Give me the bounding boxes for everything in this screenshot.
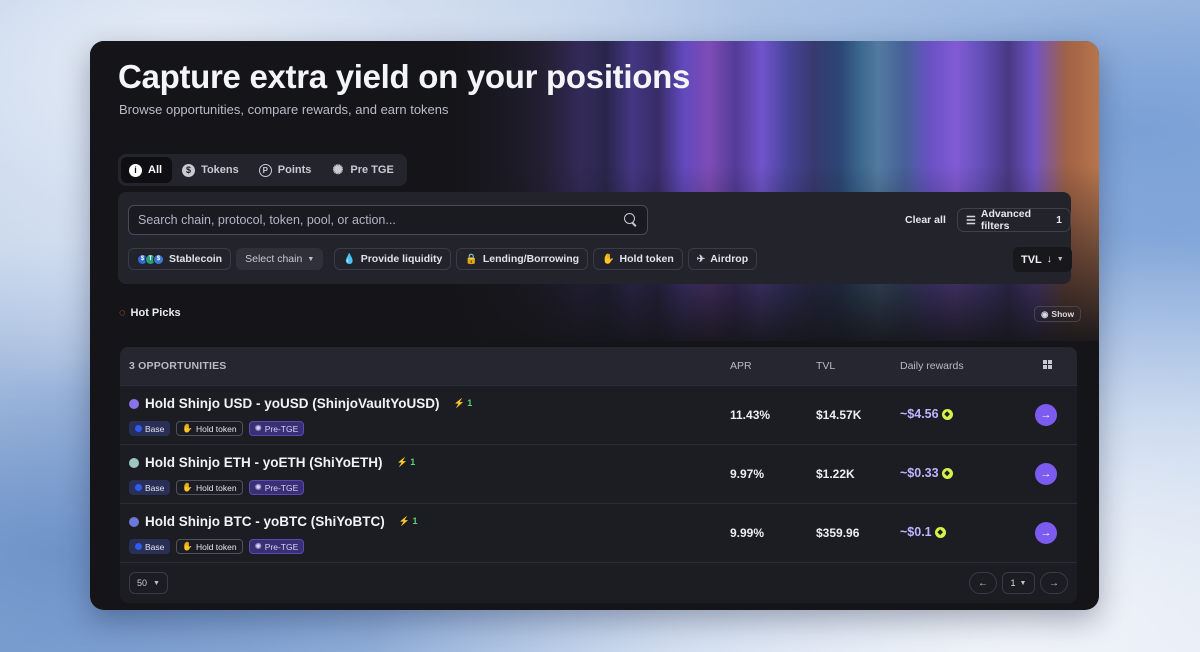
search-icon[interactable] [624, 213, 638, 227]
chip-stablecoin[interactable]: $ T $ Stablecoin [128, 248, 232, 270]
chip-hold-token[interactable]: ✋ Hold token [593, 248, 683, 270]
page-title: Capture extra yield on your positions [118, 58, 691, 95]
next-page-button[interactable]: → [1040, 572, 1068, 594]
dollar-icon: $ [182, 163, 196, 177]
hot-picks-heading: ◌ Hot Picks [119, 307, 181, 319]
hand-icon: ✋ [182, 541, 193, 551]
opportunities-table: 3 OPPORTUNITIES APR TVL Daily rewards Ho… [120, 347, 1077, 603]
sparkle-icon: ✺ [332, 162, 344, 177]
page-subtitle: Browse opportunities, compare rewards, a… [119, 102, 449, 117]
opportunity-name[interactable]: Hold Shinjo BTC - yoBTC (ShiYoBTC) [145, 514, 385, 529]
previous-page-button[interactable]: ← [969, 572, 997, 594]
sparkle-icon: ✺ [254, 541, 262, 551]
reward-token-icon: ◆ [941, 408, 953, 420]
sparkle-icon: ✺ [254, 482, 262, 492]
open-opportunity-button[interactable]: → [1035, 463, 1057, 485]
open-opportunity-button[interactable]: → [1035, 404, 1057, 426]
tvl-value: $14.57K [816, 408, 862, 422]
sparkle-icon: ✺ [254, 423, 262, 433]
boost-badge: ⚡ 1 [398, 516, 418, 526]
arrow-down-icon: ↓ [1046, 254, 1052, 265]
tvl-value: $359.96 [816, 526, 860, 540]
hand-icon: ✋ [182, 423, 193, 433]
base-chain-icon [135, 543, 142, 550]
opportunities-card: Capture extra yield on your positions Br… [90, 41, 1099, 610]
page-select[interactable]: 1 ▼ [1002, 572, 1035, 594]
reward-token-icon: ◆ [934, 526, 946, 538]
boost-badge: ⚡ 1 [453, 398, 473, 408]
opportunity-name[interactable]: Hold Shinjo USD - yoUSD (ShinjoVaultYoUS… [145, 396, 440, 411]
sliders-icon: ☰ [966, 214, 976, 227]
token-dot-icon [129, 457, 139, 468]
tab-all[interactable]: i All [121, 157, 173, 183]
tvl-value: $1.22K [816, 467, 855, 481]
table-header: 3 OPPORTUNITIES APR TVL Daily rewards [120, 347, 1077, 385]
column-header-apr[interactable]: APR [730, 360, 752, 372]
hand-icon: ✋ [602, 253, 615, 265]
stablecoin-icon: $ T $ [137, 253, 164, 265]
apr-value: 9.97% [730, 467, 765, 481]
info-icon: i [129, 163, 142, 177]
grid-view-icon[interactable] [1043, 360, 1052, 369]
token-dot-icon [129, 516, 139, 527]
table-row[interactable]: Hold Shinjo USD - yoUSD (ShinjoVaultYoUS… [120, 385, 1077, 444]
chain-tag: Base [129, 539, 171, 554]
opportunity-type-tabs: i All $ Tokens P Points ✺ Pre TGE [118, 154, 407, 186]
chain-tag: Base [129, 480, 171, 495]
chip-provide-liquidity[interactable]: 💧 Provide liquidity [334, 248, 452, 270]
action-tag: ✋ Hold token [176, 539, 243, 554]
opportunities-count: 3 OPPORTUNITIES [129, 360, 227, 372]
opportunity-name[interactable]: Hold Shinjo ETH - yoETH (ShiYoETH) [145, 455, 383, 470]
boost-badge: ⚡ 1 [396, 457, 416, 467]
chevron-down-icon: ▼ [1019, 579, 1027, 587]
base-chain-icon [135, 425, 142, 432]
sort-dropdown[interactable]: TVL ↓ ▼ [1013, 247, 1072, 272]
column-header-daily-rewards[interactable]: Daily rewards [900, 360, 964, 372]
advanced-filters-button[interactable]: ☰ Advanced filters 1 [957, 208, 1071, 232]
apr-value: 11.43% [730, 408, 771, 422]
search-input[interactable] [129, 213, 624, 227]
token-dot-icon [129, 398, 139, 409]
table-row[interactable]: Hold Shinjo BTC - yoBTC (ShiYoBTC) ⚡ 1 B… [120, 503, 1077, 562]
tab-points[interactable]: P Points [251, 157, 322, 183]
droplet-icon: 💧 [343, 253, 356, 265]
action-tag: ✋ Hold token [176, 421, 243, 436]
clear-all-button[interactable]: Clear all [905, 214, 946, 226]
table-row[interactable]: Hold Shinjo ETH - yoETH (ShiYoETH) ⚡ 1 B… [120, 444, 1077, 503]
action-tag: ✋ Hold token [176, 480, 243, 495]
lock-icon: 🔒 [465, 253, 478, 265]
filter-panel: Clear all ☰ Advanced filters 1 $T$ Stabl… [118, 192, 1072, 284]
daily-rewards-value: ~$4.56 ◆ [900, 407, 953, 421]
tab-tokens[interactable]: $ Tokens [174, 157, 249, 183]
filter-chips: $ T $ Stablecoin Select chain ▼ 💧 Provide … [128, 248, 758, 270]
base-chain-icon [135, 484, 142, 491]
points-icon: P [258, 163, 272, 177]
chevron-down-icon: ▼ [1056, 256, 1064, 263]
open-opportunity-button[interactable]: → [1035, 522, 1057, 544]
select-chain-dropdown[interactable]: Select chain ▼ [236, 248, 324, 270]
hand-icon: ✋ [182, 482, 193, 492]
pagination-bar: 50 ▼ ← 1 ▼ → [120, 562, 1077, 603]
status-tag: ✺ Pre-TGE [248, 539, 305, 554]
chain-tag: Base [129, 421, 171, 436]
chip-lending-borrowing[interactable]: 🔒 Lending/Borrowing [456, 248, 589, 270]
per-page-select[interactable]: 50 ▼ [129, 572, 168, 594]
airdrop-icon: ✈ [696, 253, 706, 265]
reward-token-icon: ◆ [941, 467, 953, 479]
chevron-down-icon: ▼ [307, 255, 315, 263]
status-tag: ✺ Pre-TGE [248, 421, 305, 436]
status-tag: ✺ Pre-TGE [248, 480, 305, 495]
apr-value: 9.99% [730, 526, 765, 540]
tab-pre-tge[interactable]: ✺ Pre TGE [332, 162, 394, 177]
advanced-filters-count: 1 [1056, 214, 1062, 226]
flame-icon: ◌ [119, 307, 126, 319]
show-hot-picks-button[interactable]: ◉ Show [1034, 306, 1082, 322]
chevron-down-icon: ▼ [153, 579, 160, 587]
daily-rewards-value: ~$0.1 ◆ [900, 525, 946, 539]
column-header-tvl[interactable]: TVL [816, 360, 836, 372]
eye-icon: ◉ [1041, 308, 1049, 319]
chip-airdrop[interactable]: ✈ Airdrop [687, 248, 758, 270]
search-box [128, 205, 648, 235]
daily-rewards-value: ~$0.33 ◆ [900, 466, 953, 480]
